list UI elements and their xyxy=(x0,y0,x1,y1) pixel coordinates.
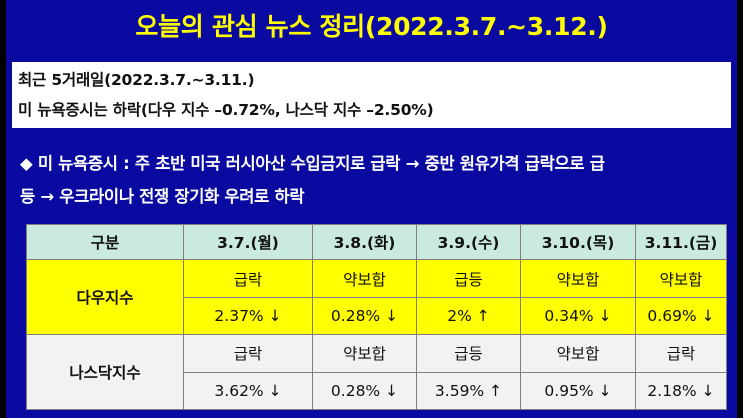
table-row-dow-changes: 2.37% ↓ 0.28% ↓ 2% ↑ 0.34% ↓ 0.69% ↓ xyxy=(27,296,727,336)
table-cell: 0.28% ↓ xyxy=(312,296,417,336)
table-cell: 2.18% ↓ xyxy=(635,371,727,411)
header-category: 구분 xyxy=(26,223,184,261)
bullet-line-1: ◆ 미 뉴욕증시 : 주 초반 미국 러시아산 수입금지로 급락 → 중반 원유… xyxy=(20,154,605,173)
summary-period: 최근 5거래일(2022.3.7.~3.11.) xyxy=(18,71,255,89)
page-title: 오늘의 관심 뉴스 정리(2022.3.7.~3.12.) xyxy=(135,12,608,41)
header-date-mon: 3.7.(월) xyxy=(183,223,313,261)
title-bar: 오늘의 관심 뉴스 정리(2022.3.7.~3.12.) xyxy=(6,0,737,50)
table-cell: 3.62% ↓ xyxy=(183,371,313,411)
row-label-dow: 다우지수 xyxy=(26,259,184,336)
header-date-fri: 3.11.(금) xyxy=(635,223,727,261)
table-cell: 급락 xyxy=(183,334,313,373)
table-cell: 0.34% ↓ xyxy=(520,296,636,336)
table-cell: 약보합 xyxy=(312,334,417,373)
table-cell: 급락 xyxy=(183,259,313,298)
table-cell: 급등 xyxy=(416,259,521,298)
row-label-nasdaq: 나스닥지수 xyxy=(26,334,184,410)
summary-box: 최근 5거래일(2022.3.7.~3.11.) 미 뉴욕증시는 하락(다우 지… xyxy=(12,62,731,128)
table-cell: 약보합 xyxy=(312,259,417,298)
table-row-dow-moves: 다우지수 급락 약보합 급등 약보합 약보합 xyxy=(26,259,727,336)
header-date-thu: 3.10.(목) xyxy=(520,223,636,261)
table-cell: 0.28% ↓ xyxy=(312,371,417,411)
header-date-wed: 3.9.(수) xyxy=(416,223,521,261)
table-header-row: 구분 3.7.(월) 3.8.(화) 3.9.(수) 3.10.(목) 3.11… xyxy=(26,223,727,261)
table-cell: 급락 xyxy=(635,334,727,373)
header-date-tue: 3.8.(화) xyxy=(312,223,417,261)
table-cell: 2.37% ↓ xyxy=(183,296,313,336)
summary-result: 미 뉴욕증시는 하락(다우 지수 –0.72%, 나스닥 지수 –2.50%) xyxy=(18,101,434,119)
table-cell: 급등 xyxy=(416,334,521,373)
table-cell: 3.59% ↑ xyxy=(416,371,521,411)
table-cell: 0.69% ↓ xyxy=(635,296,727,336)
table-row-nasdaq-moves: 나스닥지수 급락 약보합 급등 약보합 급락 xyxy=(26,334,727,410)
table-cell: 약보합 xyxy=(635,259,727,298)
table-cell: 약보합 xyxy=(520,259,636,298)
market-table: 구분 3.7.(월) 3.8.(화) 3.9.(수) 3.10.(목) 3.11… xyxy=(26,223,727,411)
table-cell: 약보합 xyxy=(520,334,636,373)
table-row-nasdaq-changes: 3.62% ↓ 0.28% ↓ 3.59% ↑ 0.95% ↓ 2.18% ↓ xyxy=(27,371,727,411)
bullet-line-2: 등 → 우크라이나 전쟁 장기화 우려로 하락 xyxy=(20,187,305,206)
table-cell: 0.95% ↓ xyxy=(520,371,636,411)
table-cell: 2% ↑ xyxy=(416,296,521,336)
slide: 오늘의 관심 뉴스 정리(2022.3.7.~3.12.) 최근 5거래일(20… xyxy=(6,0,737,418)
